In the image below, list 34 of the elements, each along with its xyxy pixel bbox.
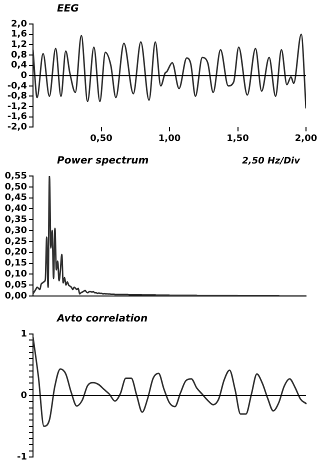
y-tick-label: -1: [17, 452, 27, 462]
y-tick-label: 0,4: [11, 60, 27, 71]
y-tick-label: -0,8: [7, 92, 27, 102]
y-tick-label: 1: [20, 329, 27, 340]
y-tick-label: 0,30: [4, 226, 27, 236]
y-tick-label: -2,0: [7, 122, 27, 133]
y-tick-label: 0,10: [4, 270, 27, 280]
x-tick-label: 1,50: [226, 134, 249, 144]
y-tick-label: 0,05: [4, 280, 27, 290]
y-tick-label: 0,40: [4, 204, 27, 214]
x-tick-label: 2,00: [294, 134, 318, 144]
y-tick-label: -0,4: [7, 81, 27, 92]
y-tick-label: 0,15: [4, 258, 27, 269]
y-tick-label: 0,50: [4, 182, 27, 192]
y-tick-label: -1,6: [7, 112, 27, 122]
y-tick-label: 0,35: [4, 214, 27, 225]
y-tick-label: 0,20: [4, 248, 27, 258]
x-tick-label: 1,00: [158, 134, 181, 144]
y-tick-label: 1,2: [11, 40, 27, 50]
y-tick-label: 0,8: [11, 50, 27, 60]
y-tick-label: 0,00: [4, 291, 27, 302]
chart-title: Avto correlation: [56, 314, 148, 325]
chart-title: Power spectrum: [57, 156, 149, 167]
y-tick-label: 0,25: [4, 236, 27, 247]
y-tick-label: 0,55: [4, 171, 27, 182]
y-tick-label: 0,45: [4, 193, 27, 204]
y-tick-label: -1,2: [7, 102, 27, 112]
y-tick-label: 2,0: [11, 19, 27, 30]
y-tick-label: 1,6: [11, 30, 27, 40]
text: 2,50 Hz/Div: [242, 156, 302, 166]
y-tick-label: 0: [20, 70, 27, 81]
x-tick-label: 0,50: [90, 134, 112, 144]
y-tick-label: 0: [20, 390, 27, 401]
chart-title: EEG: [57, 4, 79, 15]
